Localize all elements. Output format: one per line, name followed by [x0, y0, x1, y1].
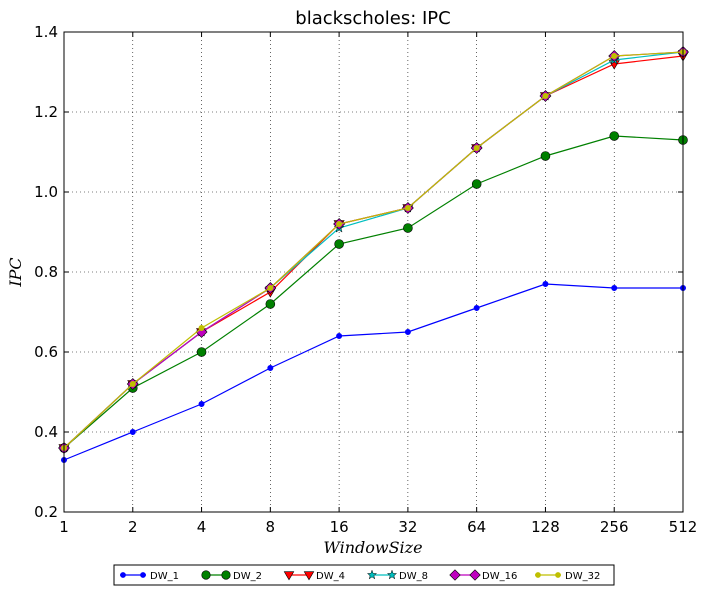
- x-tick-label: 128: [531, 518, 560, 536]
- series-line: [63, 51, 684, 449]
- circle-marker: [196, 347, 207, 357]
- y-axis-label: IPC: [6, 257, 25, 287]
- diamond-marker: [469, 569, 481, 581]
- star-marker: [366, 569, 378, 580]
- triangle-marker: [283, 571, 295, 581]
- legend-label: DW_1: [150, 571, 179, 582]
- x-tick-label: 2: [128, 518, 138, 536]
- legend-item: DW_2: [201, 570, 262, 582]
- point-marker: [140, 572, 146, 578]
- point-marker: [129, 429, 136, 435]
- star-marker: [386, 569, 398, 580]
- chart-title: blackscholes: IPC: [295, 8, 450, 29]
- point-marker: [404, 329, 411, 335]
- x-tick-label: 16: [330, 518, 349, 536]
- point-marker: [542, 281, 549, 287]
- x-tick-label: 8: [266, 518, 276, 536]
- legend-item: DW_8: [366, 569, 428, 582]
- x-tick-label: 256: [600, 518, 629, 536]
- legend-item: DW_1: [120, 571, 179, 582]
- diamond-marker: [449, 569, 461, 581]
- legend-item: DW_16: [449, 569, 517, 582]
- point-marker: [129, 381, 136, 387]
- x-tick-label: 1: [59, 518, 69, 536]
- series-dw-32: [61, 49, 686, 451]
- point-marker: [404, 205, 411, 211]
- series-dw-1: [61, 281, 686, 463]
- point-marker: [611, 53, 618, 59]
- y-tick-label: 1.0: [34, 183, 58, 201]
- triangle-marker: [303, 571, 315, 581]
- point-marker: [473, 305, 480, 311]
- circle-marker: [609, 131, 620, 141]
- y-tick-label: 1.4: [34, 23, 58, 41]
- diamond-marker: [195, 326, 208, 338]
- series-line: [63, 51, 684, 449]
- point-marker: [542, 93, 549, 99]
- circle-marker: [221, 570, 231, 580]
- x-tick-label: 32: [398, 518, 417, 536]
- y-tick-label: 0.2: [34, 503, 58, 521]
- circle-marker: [540, 151, 551, 161]
- y-tick-label: 0.6: [34, 343, 58, 361]
- axis-ticks: 1 2 4 8 16 32 64 128 256 512 0.2 0.4 0.6 0.8 1.0 1.2 1.4: [34, 23, 697, 536]
- legend-item: DW_4: [283, 571, 345, 582]
- x-tick-label: 512: [669, 518, 698, 536]
- legend-label: DW_32: [565, 571, 600, 582]
- circle-marker: [265, 299, 276, 309]
- point-marker: [611, 285, 618, 291]
- point-marker: [198, 325, 205, 331]
- point-marker: [120, 572, 126, 578]
- legend-item: DW_32: [535, 571, 600, 582]
- point-marker: [473, 145, 480, 151]
- point-marker: [267, 285, 274, 291]
- x-axis-label: WindowSize: [323, 538, 422, 557]
- point-marker: [535, 572, 541, 578]
- point-marker: [336, 221, 343, 227]
- point-marker: [267, 365, 274, 371]
- series-dw-16: [58, 46, 689, 454]
- grid-lines: [64, 32, 683, 512]
- legend-label: DW_8: [399, 571, 428, 582]
- x-tick-label: 4: [197, 518, 207, 536]
- circle-marker: [201, 570, 211, 580]
- circle-marker: [471, 179, 482, 189]
- y-tick-label: 0.8: [34, 263, 58, 281]
- series-dw-4: [58, 52, 689, 454]
- point-marker: [555, 572, 561, 578]
- series-layer: [58, 46, 689, 463]
- legend-label: DW_16: [482, 571, 517, 582]
- legend-label: DW_4: [316, 571, 345, 582]
- series-dw-8: [58, 46, 689, 453]
- circle-marker: [334, 239, 344, 249]
- legend-frame: [113, 564, 615, 586]
- legend: DW_1 DW_2 DW_4 DW_8 DW_16 DW_32: [113, 564, 615, 586]
- point-marker: [336, 333, 343, 339]
- series-line: [63, 283, 683, 461]
- y-tick-label: 0.4: [34, 423, 58, 441]
- series-line: [63, 51, 684, 449]
- point-marker: [198, 401, 205, 407]
- circle-marker: [403, 223, 413, 233]
- series-line: [63, 55, 684, 449]
- series-line: [63, 135, 684, 449]
- y-tick-label: 1.2: [34, 103, 58, 121]
- legend-label: DW_2: [233, 571, 262, 582]
- x-tick-label: 64: [467, 518, 486, 536]
- series-dw-2: [59, 131, 688, 453]
